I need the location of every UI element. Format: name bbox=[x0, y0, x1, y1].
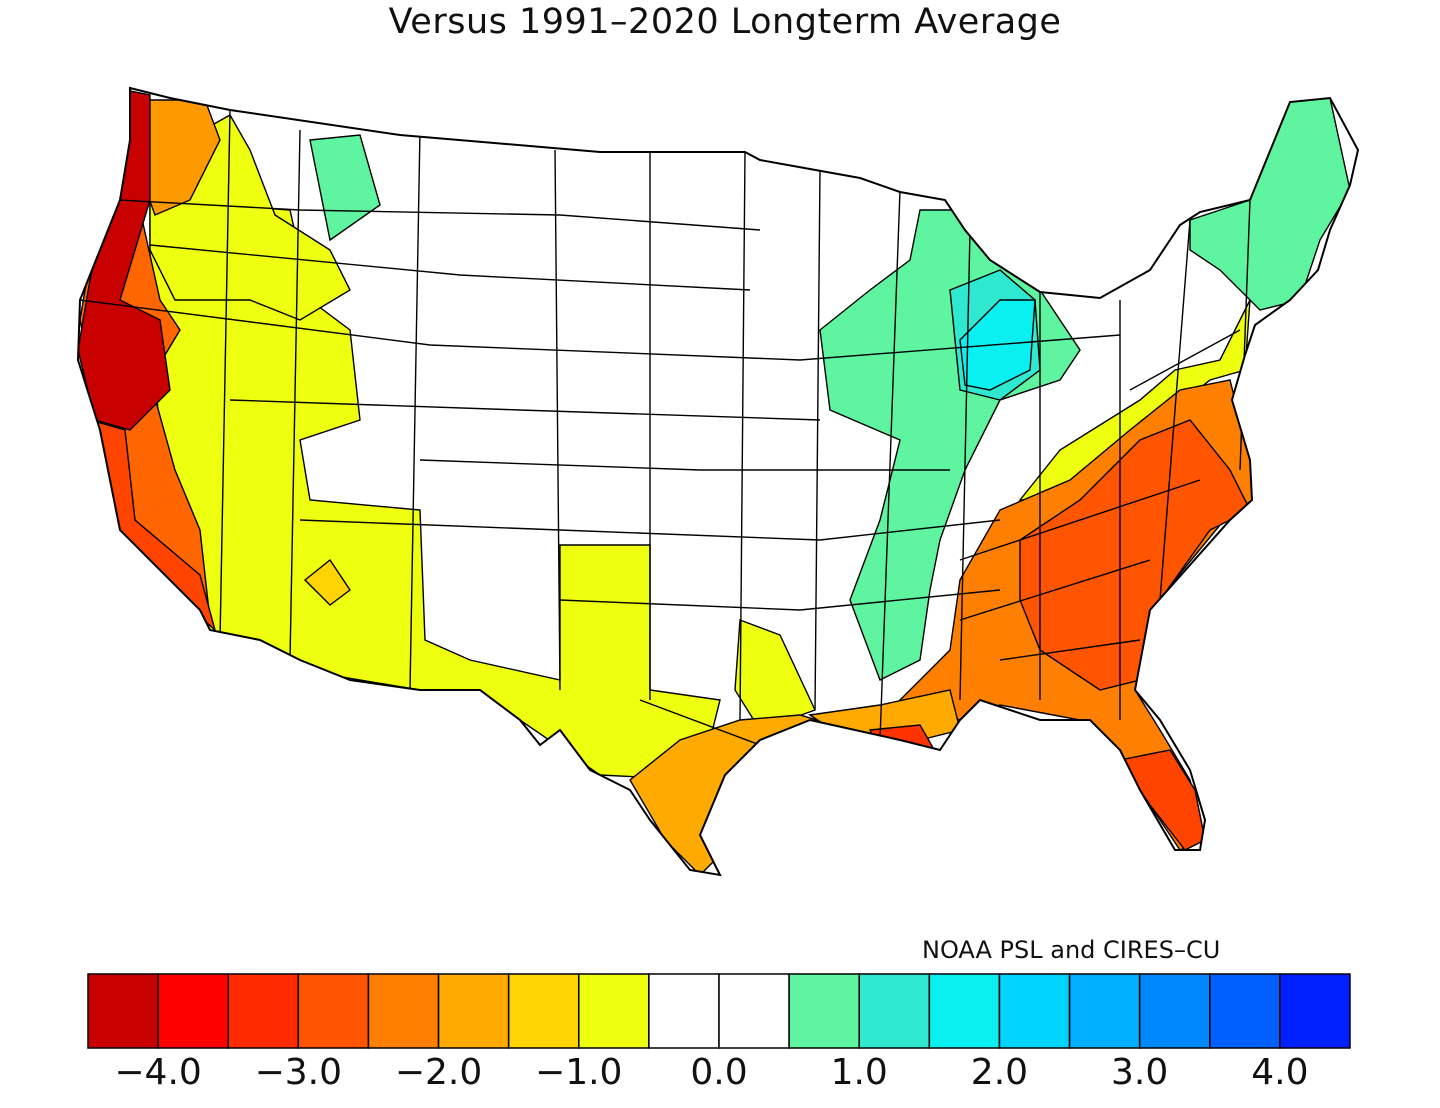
us-anomaly-map bbox=[77, 87, 1359, 876]
colorbar-swatch bbox=[1279, 973, 1351, 1049]
colorbar-tick-label: −4.0 bbox=[114, 1052, 202, 1093]
colorbar-tick-label: 1.0 bbox=[830, 1052, 888, 1093]
colorbar-swatch bbox=[157, 973, 229, 1049]
colorbar-swatch bbox=[858, 973, 931, 1049]
colorbar-tick-label: 2.0 bbox=[970, 1052, 1029, 1093]
colorbar-tick-label: −3.0 bbox=[254, 1052, 343, 1093]
colorbar-swatch bbox=[1209, 973, 1281, 1049]
colorbar-swatch bbox=[227, 973, 300, 1049]
region-az-gold bbox=[303, 558, 351, 606]
credit-label: NOAA PSL and CIRES–CU bbox=[922, 936, 1221, 964]
colorbar-tick-label: −2.0 bbox=[394, 1052, 483, 1093]
colorbar-tick-label: 3.0 bbox=[1111, 1052, 1169, 1093]
region-florida-red bbox=[1118, 749, 1206, 851]
colorbar-swatch bbox=[578, 973, 650, 1049]
colorbar-tick-label: 4.0 bbox=[1251, 1052, 1309, 1093]
colorbar-swatch bbox=[998, 973, 1071, 1049]
colorbar-swatch bbox=[367, 973, 440, 1049]
colorbar-swatch bbox=[437, 973, 510, 1049]
colorbar-swatch bbox=[297, 973, 370, 1049]
colorbar-swatch bbox=[1068, 973, 1141, 1049]
region-montana-green bbox=[309, 134, 381, 242]
colorbar-swatch bbox=[507, 973, 580, 1049]
colorbar-swatch bbox=[928, 973, 1001, 1049]
map-title: Versus 1991–2020 Longterm Average bbox=[388, 2, 1062, 42]
colorbar-swatch bbox=[718, 973, 790, 1049]
color-legend-bar bbox=[87, 973, 1351, 1049]
colorbar-swatch bbox=[788, 973, 860, 1049]
colorbar-swatch bbox=[1138, 973, 1211, 1049]
colorbar-tick-label: 0.0 bbox=[690, 1052, 748, 1093]
colorbar-tick-label: −1.0 bbox=[535, 1052, 623, 1093]
colorbar-swatch bbox=[87, 973, 159, 1049]
division-boundaries bbox=[79, 109, 1251, 761]
colorbar-swatch bbox=[648, 973, 720, 1049]
